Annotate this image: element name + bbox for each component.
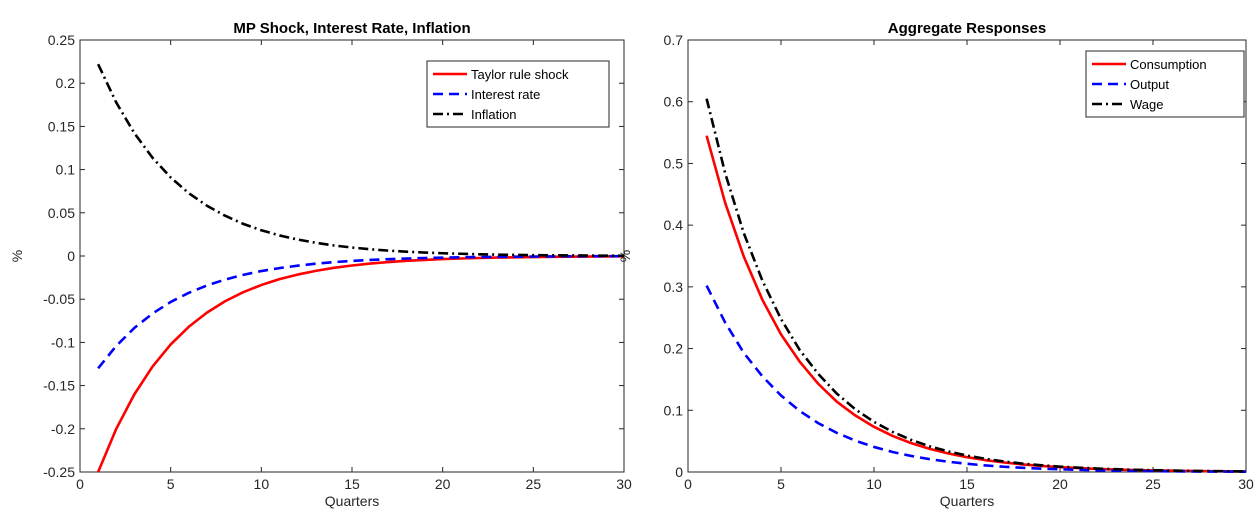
x-tick-label: 20 — [1052, 476, 1068, 492]
legend-entry-label: Output — [1130, 77, 1169, 92]
y-tick-label: 0.7 — [664, 32, 684, 48]
series-line-inflation — [96, 63, 625, 258]
x-tick-label: 0 — [684, 476, 692, 492]
x-tick-label: 30 — [1238, 476, 1254, 492]
y-tick-label: 0 — [675, 464, 683, 480]
y-tick-label: 0.2 — [664, 341, 684, 357]
x-tick-label: 30 — [616, 476, 632, 492]
x-tick-label: 5 — [777, 476, 785, 492]
series-line-interest-rate — [97, 254, 624, 370]
legend: Taylor rule shock Interest rate Inflation — [426, 60, 610, 128]
y-tick-label: 0.15 — [48, 118, 75, 134]
y-tick-label: 0.1 — [56, 162, 76, 178]
x-axis-label: Quarters — [325, 493, 379, 509]
x-tick-label: 0 — [76, 476, 84, 492]
y-axis-label: % — [617, 250, 633, 262]
x-tick-label: 20 — [435, 476, 451, 492]
chart-title: MP Shock, Interest Rate, Inflation — [233, 20, 470, 37]
legend-entry-label: Consumption — [1130, 57, 1207, 72]
legend-entry-label: Inflation — [471, 107, 517, 122]
chart-panel-2: 0 5 10 15 20 25 30 0 0.1 0.2 0.3 0.4 0.5 0.6 0.7 Aggreg… — [617, 20, 1254, 509]
x-tick-label: 15 — [959, 476, 975, 492]
chart-panel-1: 0 5 10 15 20 25 30 -0.25 -0.2 -0.15 -0.1 -0.05 0 0.05… — [9, 20, 632, 509]
x-tick-label: 15 — [344, 476, 360, 492]
y-tick-label: -0.05 — [43, 291, 75, 307]
series-line-wage — [705, 98, 1247, 473]
legend-entry-label: Wage — [1130, 97, 1163, 112]
x-tick-label: 25 — [526, 476, 542, 492]
x-tick-label: 10 — [866, 476, 882, 492]
legend: Consumption Output Wage — [1085, 50, 1245, 118]
y-tick-label: 0 — [67, 248, 75, 264]
chart-title: Aggregate Responses — [888, 20, 1046, 37]
y-tick-label: 0.3 — [664, 279, 684, 295]
x-tick-label: 25 — [1145, 476, 1161, 492]
y-tick-label: 0.2 — [56, 75, 76, 91]
y-tick-label: 0.4 — [664, 217, 684, 233]
y-tick-label: 0.25 — [48, 32, 75, 48]
y-tick-label: -0.1 — [51, 334, 75, 350]
x-tick-label: 5 — [167, 476, 175, 492]
y-tick-label: 0.05 — [48, 205, 75, 221]
y-tick-label: 0.6 — [664, 94, 684, 110]
y-tick-label: 0.1 — [664, 402, 684, 418]
x-tick-label: 10 — [254, 476, 270, 492]
x-axis-label: Quarters — [940, 493, 994, 509]
y-axis-label: % — [9, 250, 25, 262]
y-tick-label: -0.2 — [51, 421, 75, 437]
y-tick-label: -0.25 — [43, 464, 75, 480]
series-line-output — [705, 285, 1247, 473]
legend-entry-label: Interest rate — [471, 87, 540, 102]
legend-entry-label: Taylor rule shock — [471, 67, 569, 82]
y-tick-label: 0.5 — [664, 155, 684, 171]
y-tick-label: -0.15 — [43, 378, 75, 394]
